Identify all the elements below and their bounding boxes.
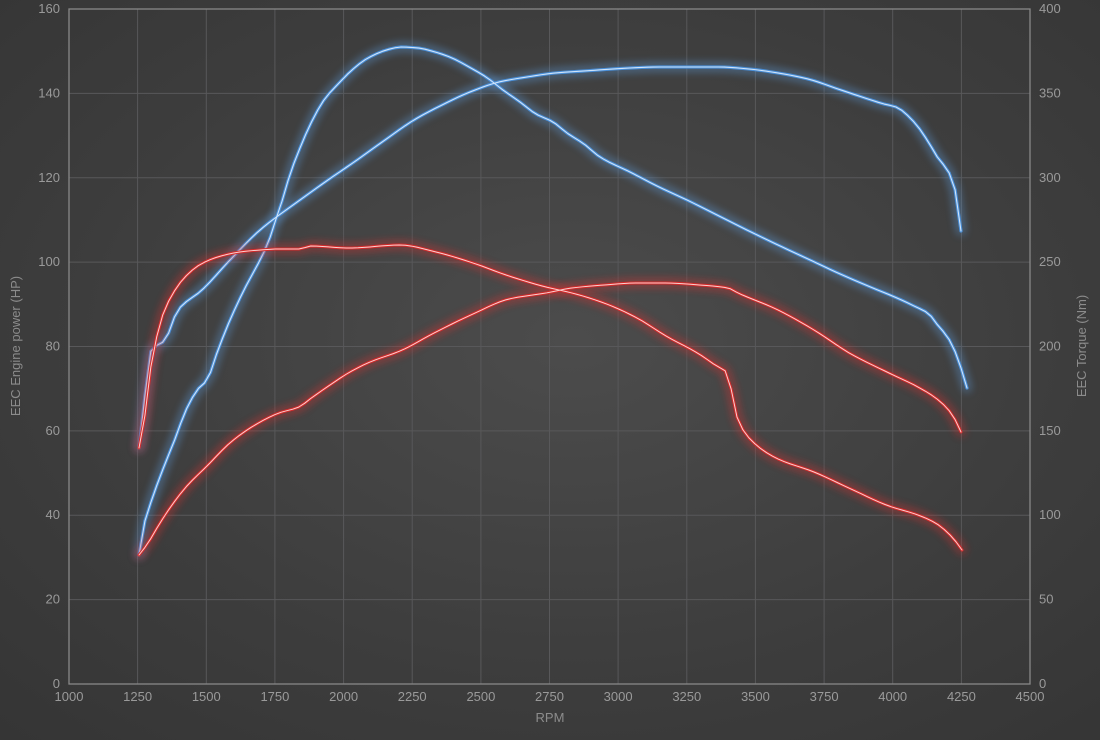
svg-text:EEC Torque (Nm): EEC Torque (Nm) [1074,295,1089,397]
svg-text:4250: 4250 [947,689,976,704]
svg-text:3250: 3250 [672,689,701,704]
svg-text:3750: 3750 [810,689,839,704]
svg-text:100: 100 [1039,507,1061,522]
svg-text:3500: 3500 [741,689,770,704]
svg-text:2500: 2500 [466,689,495,704]
svg-text:1500: 1500 [192,689,221,704]
svg-text:160: 160 [38,1,60,16]
svg-text:50: 50 [1039,592,1053,607]
svg-text:4000: 4000 [878,689,907,704]
svg-text:20: 20 [46,592,60,607]
svg-text:EEC Engine power (HP): EEC Engine power (HP) [8,276,23,416]
svg-text:2750: 2750 [535,689,564,704]
svg-text:120: 120 [38,170,60,185]
svg-text:250: 250 [1039,254,1061,269]
svg-text:3000: 3000 [604,689,633,704]
svg-text:200: 200 [1039,339,1061,354]
svg-text:0: 0 [1039,676,1046,691]
svg-text:1750: 1750 [260,689,289,704]
svg-text:4500: 4500 [1016,689,1045,704]
svg-text:80: 80 [46,339,60,354]
svg-text:2000: 2000 [329,689,358,704]
svg-text:300: 300 [1039,170,1061,185]
svg-text:40: 40 [46,507,60,522]
svg-text:2250: 2250 [398,689,427,704]
svg-text:0: 0 [53,676,60,691]
svg-text:RPM: RPM [536,710,565,725]
svg-text:1250: 1250 [123,689,152,704]
svg-text:60: 60 [46,423,60,438]
svg-text:140: 140 [38,85,60,100]
svg-text:100: 100 [38,254,60,269]
svg-text:350: 350 [1039,85,1061,100]
svg-text:150: 150 [1039,423,1061,438]
svg-text:1000: 1000 [55,689,84,704]
svg-text:400: 400 [1039,1,1061,16]
